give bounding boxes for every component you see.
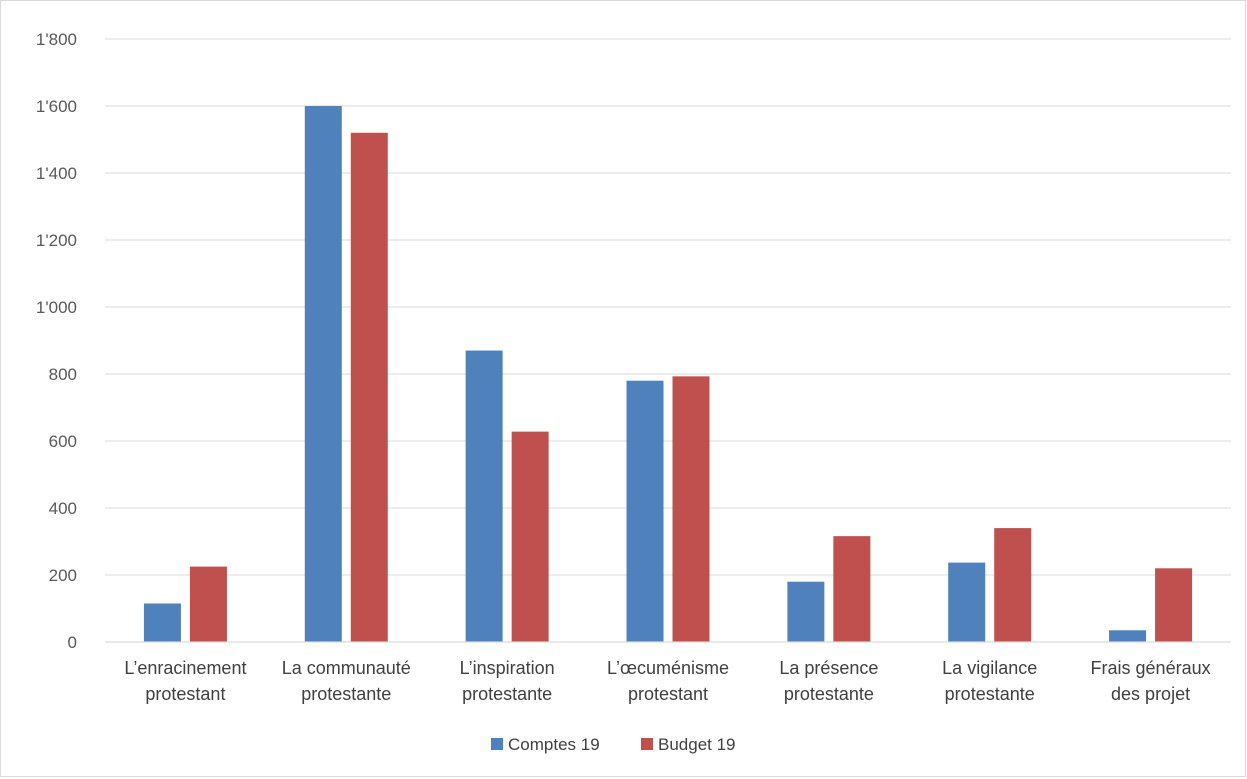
x-category-label: Frais généraux [1091, 658, 1211, 678]
bar-budget-6 [1155, 568, 1193, 642]
y-tick-label: 1'000 [36, 298, 77, 317]
y-axis-tick-labels: 0 200 400 600 800 1'000 1'200 1'400 1'600 1'800 [36, 30, 77, 652]
bar-comptes-6 [1109, 630, 1147, 642]
legend-swatch [641, 738, 653, 750]
x-category-label: L’enracinement [124, 658, 246, 678]
bar-budget-2 [511, 431, 549, 642]
x-category-label: La vigilance [942, 658, 1037, 678]
bar-budget-5 [994, 528, 1032, 642]
legend: Comptes 19 Budget 19 [491, 735, 736, 754]
bar-budget-0 [189, 566, 227, 642]
bar-comptes-5 [948, 562, 986, 642]
y-tick-label: 1'400 [36, 164, 77, 183]
y-tick-label: 800 [49, 365, 77, 384]
x-category-label: protestant [145, 684, 225, 704]
x-category-label: protestante [784, 684, 874, 704]
bar-budget-4 [833, 536, 871, 642]
bar-comptes-0 [143, 603, 181, 642]
y-tick-label: 1'200 [36, 231, 77, 250]
legend-label: Comptes 19 [508, 735, 600, 754]
y-tick-label: 1'800 [36, 30, 77, 49]
x-axis: L’enracinement protestant La communauté pro… [105, 641, 1231, 704]
bar-budget-1 [350, 132, 388, 643]
x-category-label: protestante [301, 684, 391, 704]
y-tick-label: 200 [49, 566, 77, 585]
y-tick-label: 0 [68, 633, 77, 652]
bar-comptes-4 [787, 581, 825, 642]
x-category-label: protestant [628, 684, 708, 704]
x-category-label: protestante [945, 684, 1035, 704]
legend-label: Budget 19 [658, 735, 736, 754]
bar-comptes-1 [304, 106, 342, 642]
x-category-label: La communauté [282, 658, 411, 678]
x-category-label: L’œcuménisme [607, 658, 729, 678]
y-tick-label: 600 [49, 432, 77, 451]
x-category-label: protestante [462, 684, 552, 704]
legend-swatch [491, 738, 503, 750]
x-category-label: des projet [1111, 684, 1190, 704]
bar-comptes-3 [626, 380, 664, 642]
bar-budget-3 [672, 376, 710, 642]
bar-comptes-2 [465, 350, 503, 642]
x-category-label: L’inspiration [460, 658, 555, 678]
bars [143, 106, 1193, 643]
y-tick-label: 400 [49, 499, 77, 518]
x-category-label: La présence [779, 658, 878, 678]
y-tick-label: 1'600 [36, 97, 77, 116]
gridlines [105, 38, 1231, 576]
